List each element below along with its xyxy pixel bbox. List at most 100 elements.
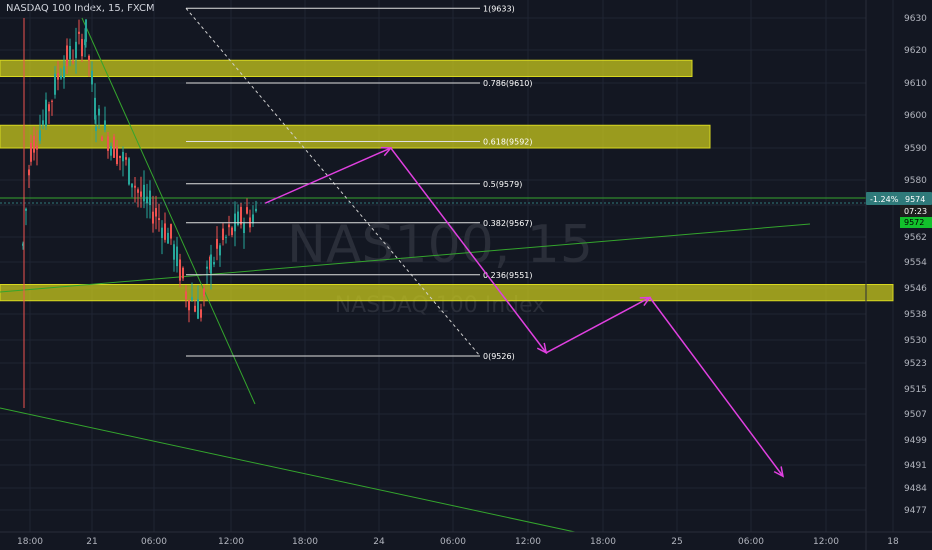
fib-diagonal bbox=[185, 7, 481, 357]
time-tick-label: 25 bbox=[671, 537, 682, 547]
candle-body bbox=[104, 120, 106, 130]
candle-body bbox=[219, 245, 221, 256]
candle-body bbox=[36, 145, 38, 150]
candle-body bbox=[131, 183, 133, 188]
lower-trendline bbox=[0, 407, 576, 533]
candle-body bbox=[128, 158, 130, 185]
candle-body bbox=[54, 73, 56, 95]
candle-body bbox=[200, 309, 202, 318]
candle-body bbox=[137, 189, 139, 193]
candle-body bbox=[94, 97, 96, 120]
candle-body bbox=[161, 227, 163, 238]
candle-body bbox=[203, 288, 205, 297]
candle-body bbox=[57, 73, 59, 80]
projection-arrowhead bbox=[773, 466, 785, 478]
candle-body bbox=[255, 208, 257, 212]
fib-level-label: 0.236(9551) bbox=[483, 271, 533, 280]
last-price-badge bbox=[900, 217, 932, 228]
candle-body bbox=[98, 108, 100, 116]
candle-body bbox=[164, 223, 166, 240]
candle-body bbox=[48, 104, 50, 112]
price-tick-label: 9499 bbox=[904, 436, 927, 446]
price-tick-label: 9491 bbox=[904, 461, 927, 471]
chart-title: NASDAQ 100 Index, 15, FXCM bbox=[6, 3, 155, 14]
price-tick-label: 9590 bbox=[904, 144, 927, 154]
price-tick-label: 9523 bbox=[904, 359, 927, 369]
time-tick-label: 06:00 bbox=[440, 537, 466, 547]
candle-body bbox=[243, 223, 245, 234]
candle-body bbox=[84, 39, 86, 46]
candle-body bbox=[237, 211, 239, 226]
candle-body bbox=[28, 169, 30, 176]
candle-body bbox=[72, 61, 74, 63]
price-tick-label: 9610 bbox=[904, 79, 927, 89]
candle-body bbox=[134, 185, 136, 188]
candle-body bbox=[143, 184, 145, 202]
watermark-symbol: NAS100, 15 bbox=[287, 215, 593, 275]
candle-body bbox=[167, 232, 169, 244]
falling-trendline bbox=[81, 17, 256, 405]
fib-level-label: 0(9526) bbox=[483, 352, 515, 361]
fibonacci-retracement[interactable]: 1(9633) 0.786(9610) 0.618(9592) 0.5(9579) 0.… bbox=[185, 4, 533, 361]
candle-body bbox=[240, 206, 242, 225]
candle-body bbox=[51, 100, 53, 102]
candle-body bbox=[216, 238, 218, 249]
time-tick-label: 06:00 bbox=[141, 537, 167, 547]
candle-body bbox=[75, 41, 77, 58]
projection-arrowhead bbox=[639, 296, 652, 307]
support-resistance-zones[interactable] bbox=[0, 59, 894, 302]
candle-body bbox=[122, 151, 124, 162]
time-tick-label: 18:00 bbox=[17, 537, 43, 547]
time-tick-label: 06:00 bbox=[738, 537, 764, 547]
time-tick-label: 12:00 bbox=[218, 537, 244, 547]
price-axis[interactable]: 9630 9620 9610 9600 9590 9580 9562 9554 9546 9538… bbox=[904, 14, 927, 516]
last-price-label: 9572 bbox=[904, 218, 924, 227]
candle-body bbox=[182, 267, 184, 279]
candle-body bbox=[225, 236, 227, 238]
candle-body bbox=[213, 261, 215, 265]
candle-body bbox=[78, 31, 80, 34]
price-badges: -1.24% 9574 07:23 9572 bbox=[866, 192, 932, 228]
countdown-badge bbox=[900, 205, 932, 217]
candle-body bbox=[45, 99, 47, 127]
candle-body bbox=[140, 191, 142, 197]
candle-body bbox=[173, 244, 175, 260]
current-price-label: 9574 bbox=[905, 195, 925, 204]
candle-body bbox=[176, 246, 178, 267]
time-tick-label: 18:00 bbox=[590, 537, 616, 547]
candle-body bbox=[246, 207, 248, 214]
candle-body bbox=[66, 45, 68, 66]
candle-body bbox=[152, 211, 154, 224]
candle-body bbox=[158, 218, 160, 221]
projection-arrowhead bbox=[380, 146, 393, 157]
candle-body bbox=[69, 46, 71, 59]
price-tick-label: 9530 bbox=[904, 336, 927, 346]
price-tick-label: 9546 bbox=[904, 284, 927, 294]
time-tick-label: 21 bbox=[86, 537, 97, 547]
candle-body bbox=[22, 243, 24, 246]
rising-trendline bbox=[0, 223, 811, 293]
projection-arrows[interactable] bbox=[264, 146, 785, 478]
candle-body bbox=[85, 19, 87, 42]
time-tick-label: 18 bbox=[887, 537, 899, 547]
candle-body bbox=[155, 208, 157, 217]
price-tick-label: 9620 bbox=[904, 46, 927, 56]
fib-level-label: 0.382(9567) bbox=[483, 219, 533, 228]
current-change-label: -1.24% bbox=[870, 195, 899, 204]
fib-level-label: 0.618(9592) bbox=[483, 138, 533, 147]
candle-body bbox=[206, 266, 208, 269]
watermark: NAS100, 15 NASDAQ 100 Index bbox=[287, 215, 593, 318]
price-tick-label: 9484 bbox=[904, 484, 927, 494]
candle-body bbox=[39, 130, 41, 141]
candle-body bbox=[252, 214, 254, 224]
current-price-badge bbox=[866, 192, 932, 205]
candle-body bbox=[228, 224, 230, 228]
candle-body bbox=[113, 136, 115, 158]
candles bbox=[22, 18, 257, 408]
price-tick-label: 9562 bbox=[904, 233, 927, 243]
candle-body bbox=[146, 196, 148, 204]
price-tick-label: 9515 bbox=[904, 385, 927, 395]
candle-body bbox=[95, 126, 97, 131]
